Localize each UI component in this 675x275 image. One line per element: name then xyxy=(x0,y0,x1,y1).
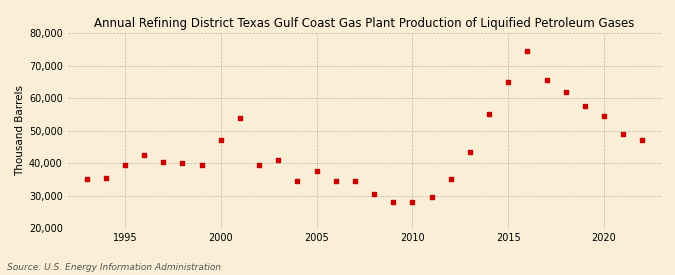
Point xyxy=(637,138,648,142)
Point xyxy=(350,179,360,183)
Point xyxy=(503,80,514,84)
Point xyxy=(579,104,590,108)
Point xyxy=(101,176,111,180)
Point xyxy=(369,192,379,196)
Point xyxy=(139,153,150,157)
Text: Source: U.S. Energy Information Administration: Source: U.S. Energy Information Administ… xyxy=(7,263,221,272)
Point xyxy=(234,116,245,120)
Point xyxy=(560,89,571,94)
Point xyxy=(464,150,475,154)
Point xyxy=(330,179,341,183)
Point xyxy=(158,159,169,164)
Point xyxy=(599,114,610,118)
Point xyxy=(541,78,552,82)
Y-axis label: Thousand Barrels: Thousand Barrels xyxy=(15,85,24,176)
Point xyxy=(81,177,92,182)
Point xyxy=(196,163,207,167)
Point xyxy=(273,158,284,162)
Title: Annual Refining District Texas Gulf Coast Gas Plant Production of Liquified Petr: Annual Refining District Texas Gulf Coas… xyxy=(95,17,634,31)
Point xyxy=(292,179,303,183)
Point xyxy=(119,163,130,167)
Point xyxy=(618,132,628,136)
Point xyxy=(484,112,495,117)
Point xyxy=(522,49,533,53)
Point xyxy=(254,163,265,167)
Point xyxy=(177,161,188,165)
Point xyxy=(446,177,456,182)
Point xyxy=(215,138,226,142)
Point xyxy=(407,200,418,204)
Point xyxy=(311,169,322,174)
Point xyxy=(426,195,437,200)
Point xyxy=(388,200,399,204)
